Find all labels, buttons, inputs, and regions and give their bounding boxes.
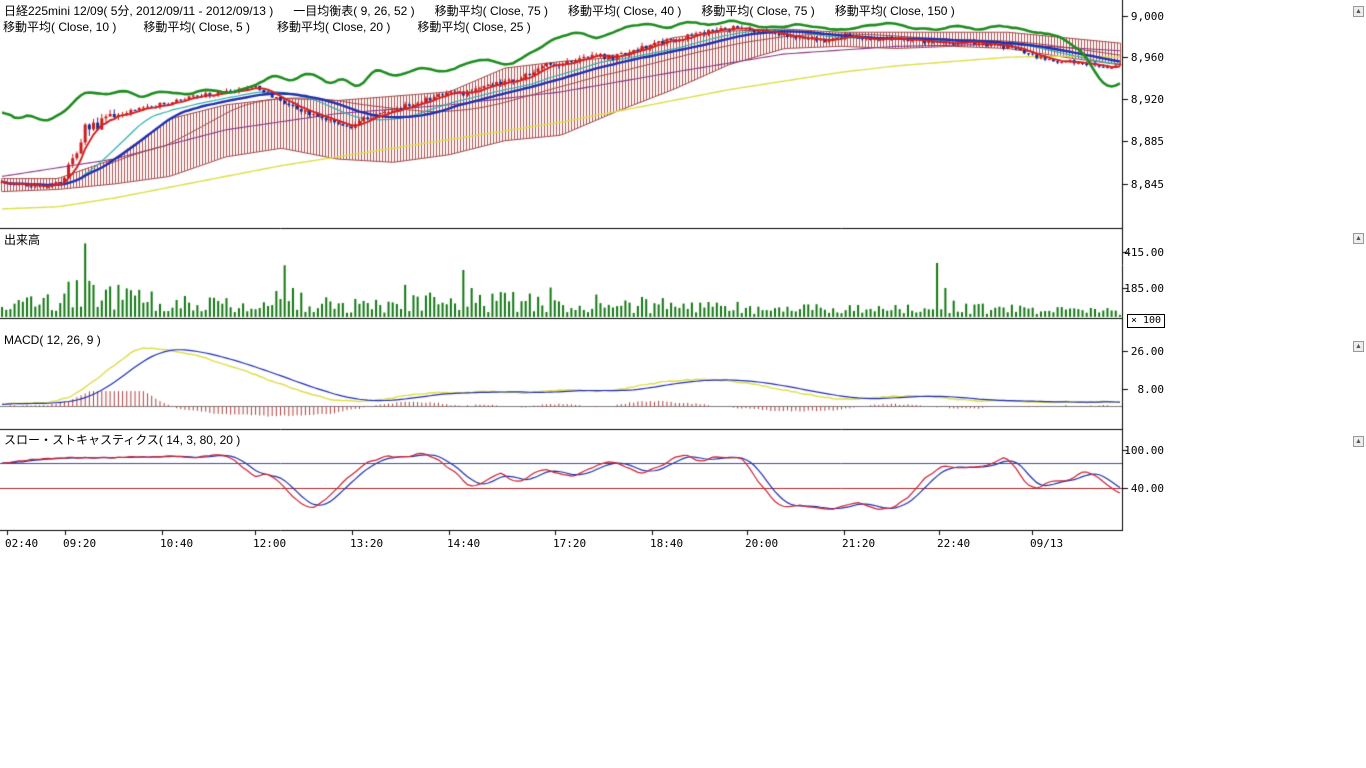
indicator-label-ma-75: 移動平均( Close, 75 )	[435, 2, 548, 19]
indicator-label-ma-40: 移動平均( Close, 40 )	[568, 2, 681, 19]
indicator-label-ma-150: 移動平均( Close, 150 )	[835, 2, 955, 19]
panel-scroll-up-icon[interactable]: ▲	[1353, 6, 1364, 17]
panel-scroll-up-icon[interactable]: ▲	[1353, 341, 1364, 352]
chart-header-line1: 日経225mini 12/09( 5分, 2012/09/11 - 2012/0…	[4, 2, 955, 19]
indicator-label-ma-25: 移動平均( Close, 25 )	[417, 18, 530, 35]
time-axis-label: 22:40	[937, 537, 970, 550]
time-axis-label: 17:20	[553, 537, 586, 550]
volume-multiplier-badge: × 100	[1127, 314, 1165, 328]
indicator-label-ma-5: 移動平均( Close, 5 )	[143, 18, 250, 35]
time-axis-label: 18:40	[650, 537, 683, 550]
chart-window: 日経225mini 12/09( 5分, 2012/09/11 - 2012/0…	[0, 0, 1366, 768]
price-axis-label: 8,885	[1124, 135, 1164, 148]
volume-axis-label: 185.00	[1124, 282, 1164, 295]
price-axis-label: 8,920	[1124, 93, 1164, 106]
indicator-label-ma-75b: 移動平均( Close, 75 )	[701, 2, 814, 19]
time-axis-label: 12:00	[253, 537, 286, 550]
price-axis-label: 8,960	[1124, 51, 1164, 64]
macd-axis-label: 8.00	[1124, 383, 1164, 396]
price-axis-label: 9,000	[1124, 10, 1164, 23]
time-axis-label: 09:20	[63, 537, 96, 550]
macd-panel-label: MACD( 12, 26, 9 )	[4, 333, 101, 347]
time-axis-label: 10:40	[160, 537, 193, 550]
chart-canvas[interactable]	[0, 0, 1130, 540]
time-axis-label: 14:40	[447, 537, 480, 550]
price-axis-label: 8,845	[1124, 178, 1164, 191]
volume-axis-label: 415.00	[1124, 246, 1164, 259]
chart-header-line2: 移動平均( Close, 10 ) 移動平均( Close, 5 ) 移動平均(…	[3, 18, 531, 35]
indicator-label-ichimoku: 一目均衡表( 9, 26, 52 )	[293, 2, 414, 19]
stoch-axis-label: 40.00	[1124, 482, 1164, 495]
time-axis-label: 20:00	[745, 537, 778, 550]
time-axis-label: 09/13	[1030, 537, 1063, 550]
macd-axis-label: 26.00	[1124, 345, 1164, 358]
volume-panel-label: 出来高	[4, 231, 40, 248]
time-axis-label: 13:20	[350, 537, 383, 550]
stoch-axis-label: 100.00	[1124, 444, 1164, 457]
time-axis-label: 02:40	[5, 537, 38, 550]
chart-title: 日経225mini 12/09( 5分, 2012/09/11 - 2012/0…	[4, 2, 273, 19]
time-axis-label: 21:20	[842, 537, 875, 550]
indicator-label-ma-10: 移動平均( Close, 10 )	[3, 18, 116, 35]
indicator-label-ma-20: 移動平均( Close, 20 )	[277, 18, 390, 35]
panel-scroll-up-icon[interactable]: ▲	[1353, 436, 1364, 447]
panel-scroll-up-icon[interactable]: ▲	[1353, 233, 1364, 244]
stoch-panel-label: スロー・ストキャスティクス( 14, 3, 80, 20 )	[4, 431, 240, 448]
